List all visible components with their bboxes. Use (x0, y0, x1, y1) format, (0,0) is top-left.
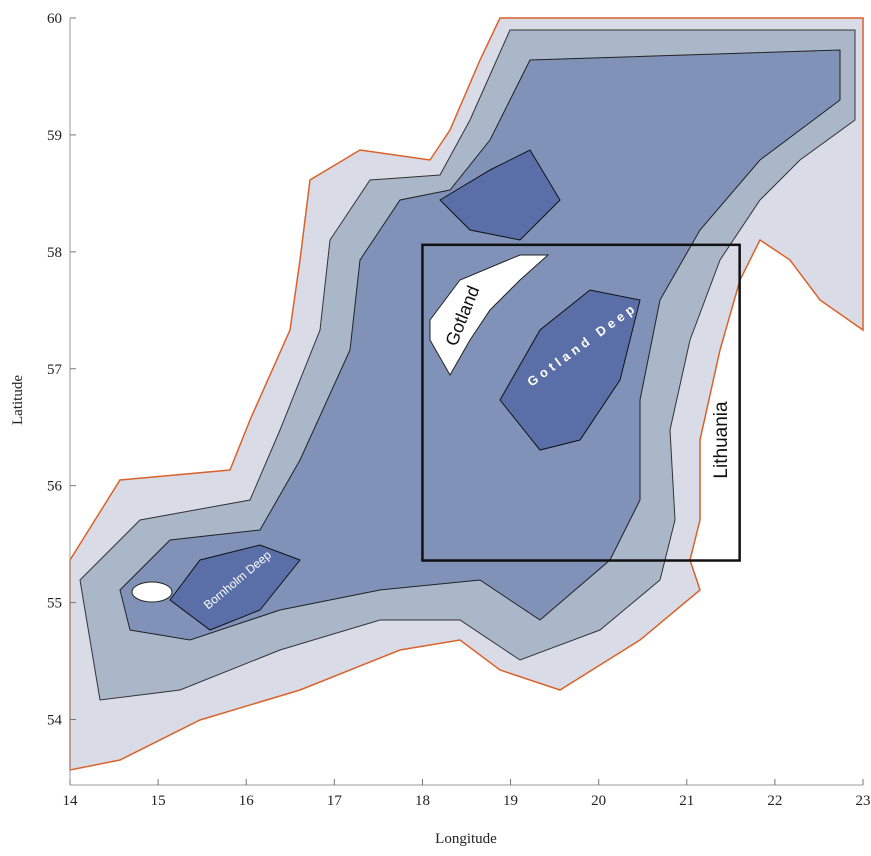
study-area-box (421, 243, 741, 562)
y-tick-label: 58 (47, 245, 62, 261)
x-axis-label: Longitude (435, 831, 497, 847)
y-tick-label: 55 (47, 596, 62, 612)
y-tick-label: 57 (47, 362, 63, 378)
place-label: Lithuania (711, 401, 732, 479)
x-tick-label: 16 (239, 793, 255, 809)
x-tick-label: 19 (503, 793, 518, 809)
x-tick-label: 17 (327, 793, 343, 809)
x-tick-label: 23 (856, 793, 871, 809)
y-tick-label: 56 (47, 479, 63, 495)
y-tick-label: 59 (47, 128, 62, 144)
y-tick-label: 54 (47, 713, 63, 729)
x-tick-label: 21 (679, 793, 694, 809)
island (429, 254, 550, 377)
y-tick-label: 60 (47, 11, 62, 27)
depth-zone (119, 49, 841, 641)
x-tick-label: 18 (415, 793, 430, 809)
depth-zone (169, 149, 641, 631)
x-tick-label: 22 (767, 793, 782, 809)
bathymetry (69, 17, 864, 771)
x-tick-label: 14 (63, 793, 79, 809)
x-tick-label: 20 (591, 793, 606, 809)
x-tick-label: 15 (151, 793, 166, 809)
island (131, 581, 173, 603)
y-axis-label: Latitude (10, 375, 26, 425)
